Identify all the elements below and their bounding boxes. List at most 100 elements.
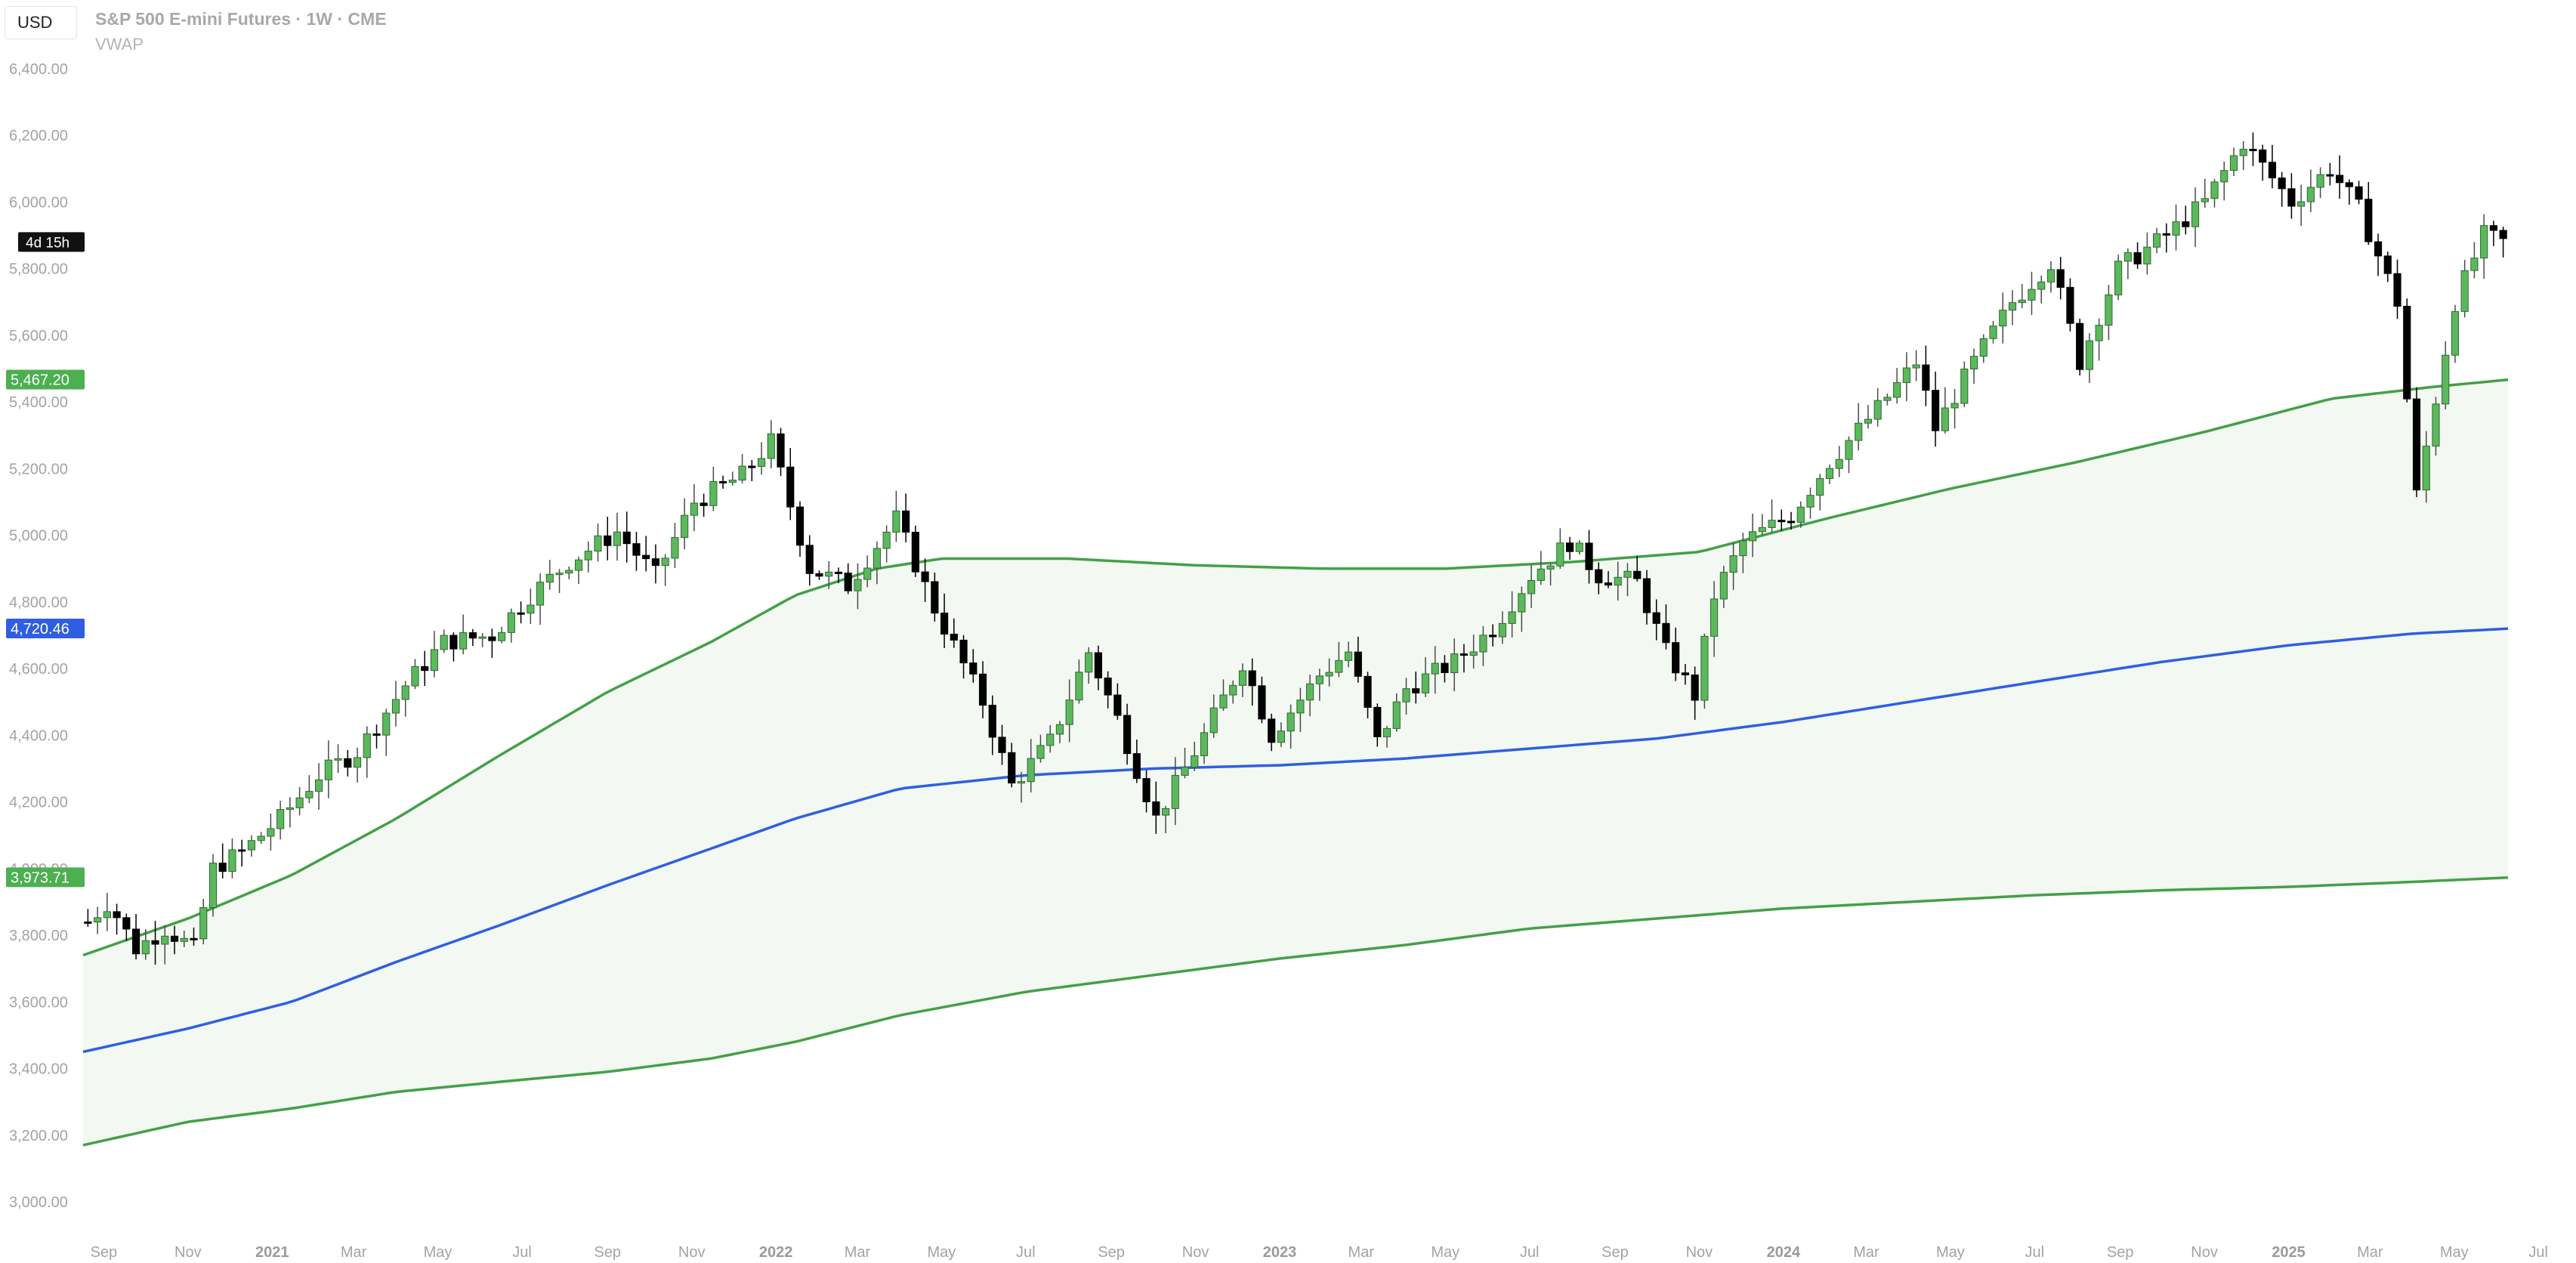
candle[interactable] bbox=[661, 557, 669, 567]
candle[interactable] bbox=[2182, 221, 2190, 227]
candle[interactable] bbox=[1382, 727, 1391, 737]
candle[interactable] bbox=[122, 917, 131, 930]
candle[interactable] bbox=[795, 506, 805, 546]
candle[interactable] bbox=[959, 639, 968, 664]
candle[interactable] bbox=[1161, 808, 1170, 816]
candle[interactable] bbox=[594, 535, 602, 552]
candle[interactable] bbox=[2076, 323, 2084, 370]
candle[interactable] bbox=[1200, 732, 1209, 756]
candle[interactable] bbox=[1335, 659, 1343, 673]
candle[interactable] bbox=[1845, 440, 1853, 460]
candle[interactable] bbox=[1989, 326, 1997, 339]
candle[interactable] bbox=[2480, 225, 2488, 259]
candle[interactable] bbox=[988, 705, 996, 738]
candle[interactable] bbox=[2220, 170, 2229, 183]
candle[interactable] bbox=[1113, 694, 1122, 716]
candle[interactable] bbox=[295, 797, 304, 808]
candle[interactable] bbox=[2335, 174, 2344, 184]
candle[interactable] bbox=[1008, 752, 1016, 784]
candle[interactable] bbox=[757, 458, 766, 467]
candle[interactable] bbox=[247, 840, 256, 851]
candle[interactable] bbox=[382, 712, 391, 736]
candle[interactable] bbox=[1479, 635, 1487, 653]
candle[interactable] bbox=[1855, 422, 1863, 441]
candle[interactable] bbox=[2345, 182, 2353, 187]
candle[interactable] bbox=[2172, 221, 2180, 236]
candle[interactable] bbox=[1912, 364, 1920, 369]
candle[interactable] bbox=[1441, 662, 1449, 674]
candle[interactable] bbox=[1181, 767, 1189, 776]
candle[interactable] bbox=[921, 571, 929, 582]
candle[interactable] bbox=[2018, 299, 2026, 304]
candle[interactable] bbox=[257, 835, 265, 841]
candle[interactable] bbox=[1642, 578, 1651, 613]
candle[interactable] bbox=[180, 937, 188, 942]
candle[interactable] bbox=[2499, 230, 2507, 239]
candle[interactable] bbox=[344, 758, 352, 768]
candle[interactable] bbox=[931, 581, 939, 614]
candle[interactable] bbox=[1691, 674, 1699, 701]
candle[interactable] bbox=[2287, 188, 2296, 207]
candle[interactable] bbox=[709, 480, 718, 506]
currency-selector[interactable]: USD bbox=[5, 6, 77, 39]
candle[interactable] bbox=[1344, 651, 1353, 661]
candle[interactable] bbox=[2201, 198, 2209, 202]
candle[interactable] bbox=[700, 502, 708, 506]
candle[interactable] bbox=[527, 604, 535, 614]
candle[interactable] bbox=[1816, 477, 1824, 496]
candle[interactable] bbox=[805, 545, 814, 574]
candle[interactable] bbox=[1960, 368, 1969, 404]
candle[interactable] bbox=[421, 665, 429, 672]
candle[interactable] bbox=[998, 736, 1006, 753]
candle[interactable] bbox=[767, 433, 775, 459]
candle[interactable] bbox=[2374, 241, 2383, 257]
candle[interactable] bbox=[892, 510, 900, 533]
candle[interactable] bbox=[2278, 178, 2286, 190]
candle[interactable] bbox=[141, 940, 150, 955]
candle[interactable] bbox=[940, 613, 949, 635]
candle[interactable] bbox=[113, 911, 121, 919]
candle[interactable] bbox=[2393, 273, 2401, 307]
candle[interactable] bbox=[1364, 675, 1372, 708]
candle[interactable] bbox=[1748, 531, 1757, 542]
candle[interactable] bbox=[411, 665, 419, 687]
candle[interactable] bbox=[228, 849, 236, 872]
candle[interactable] bbox=[1075, 672, 1083, 701]
candle[interactable] bbox=[2162, 233, 2170, 236]
candle[interactable] bbox=[459, 632, 468, 650]
candle[interactable] bbox=[882, 531, 891, 549]
candle[interactable] bbox=[507, 612, 515, 633]
candle[interactable] bbox=[1354, 651, 1362, 677]
candle[interactable] bbox=[1296, 699, 1305, 714]
candle[interactable] bbox=[1306, 683, 1314, 701]
candle[interactable] bbox=[161, 935, 169, 945]
candle[interactable] bbox=[1142, 778, 1151, 802]
candle[interactable] bbox=[2316, 174, 2324, 188]
candle[interactable] bbox=[1258, 685, 1266, 720]
candle[interactable] bbox=[1315, 675, 1324, 684]
candle[interactable] bbox=[2422, 446, 2430, 491]
candle[interactable] bbox=[1672, 642, 1680, 674]
candle[interactable] bbox=[1623, 570, 1632, 578]
candle[interactable] bbox=[536, 582, 545, 606]
candle[interactable] bbox=[1085, 652, 1093, 673]
candle[interactable] bbox=[2259, 149, 2267, 163]
candle[interactable] bbox=[815, 573, 823, 577]
candle[interactable] bbox=[1104, 678, 1112, 696]
candle[interactable] bbox=[1662, 622, 1670, 644]
candle[interactable] bbox=[1633, 570, 1642, 579]
candle[interactable] bbox=[1171, 774, 1179, 809]
candle[interactable] bbox=[1719, 572, 1728, 600]
candle[interactable] bbox=[2297, 201, 2306, 207]
candle[interactable] bbox=[391, 699, 400, 714]
candle[interactable] bbox=[478, 636, 486, 639]
candle[interactable] bbox=[681, 514, 689, 539]
candle[interactable] bbox=[825, 571, 833, 577]
candle[interactable] bbox=[2066, 286, 2074, 324]
candle[interactable] bbox=[1489, 635, 1497, 638]
candle[interactable] bbox=[1652, 612, 1660, 624]
indicator-label[interactable]: VWAP bbox=[95, 35, 144, 54]
candle[interactable] bbox=[2326, 174, 2334, 177]
candle[interactable] bbox=[969, 662, 978, 675]
candle[interactable] bbox=[1546, 565, 1555, 570]
